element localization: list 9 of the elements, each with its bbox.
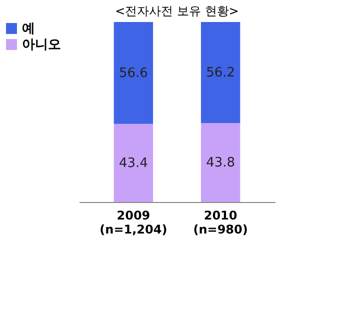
x-tick-label: 2010 (n=980) [193, 208, 248, 236]
legend-label: 예 [22, 22, 35, 36]
data-label: 43.8 [206, 156, 236, 171]
data-label: 56.6 [118, 66, 148, 81]
chart-title: <전자사전 보유 현황> [115, 4, 239, 18]
data-label: 56.2 [206, 66, 236, 81]
x-tick-label: 2009 (n=1,204) [100, 208, 168, 236]
legend-label: 아니오 [22, 38, 61, 52]
data-label: 43.4 [118, 156, 148, 171]
